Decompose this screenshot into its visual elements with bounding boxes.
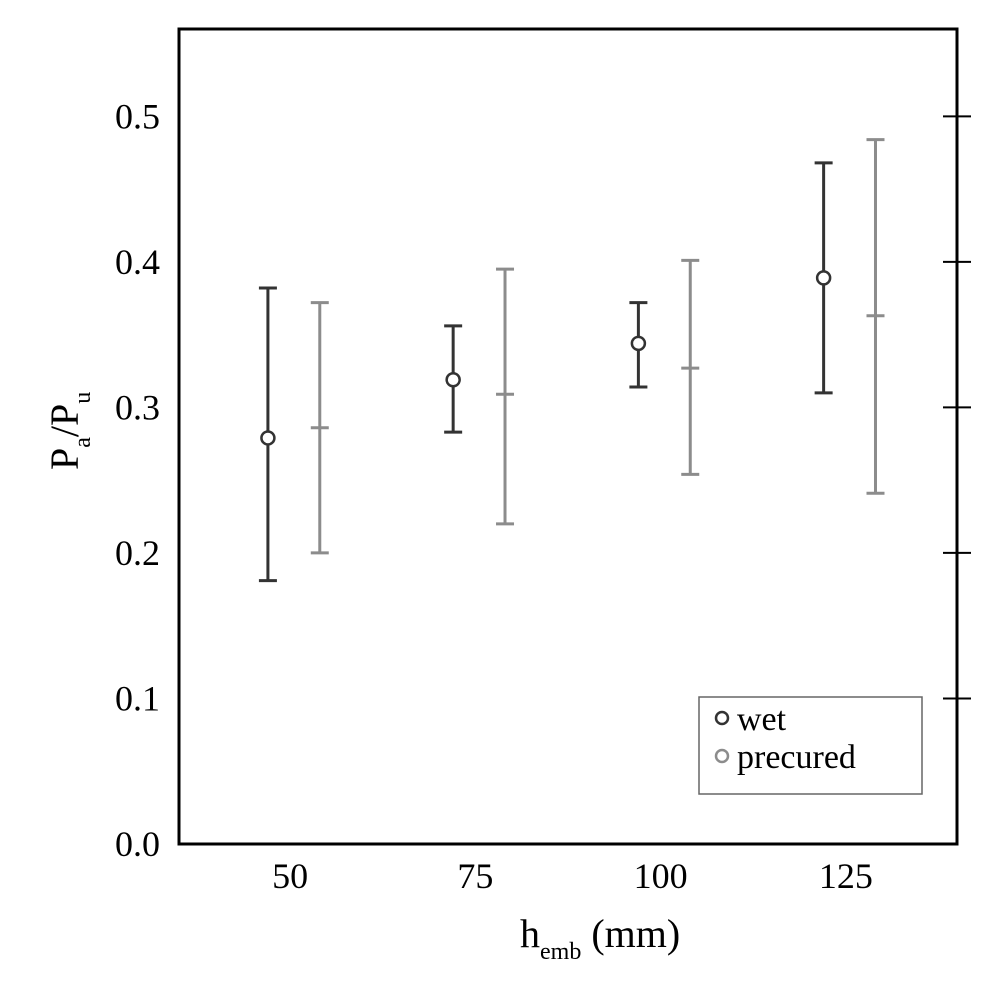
y-axis-label-slash-p: /P: [42, 404, 87, 437]
legend-label-wet: wet: [737, 701, 787, 738]
data-point-wet: [815, 270, 832, 286]
x-tick-label: 100: [634, 856, 688, 896]
y-axis-ticks: 0.0 0.1 0.2 0.3 0.4 0.5: [115, 96, 971, 864]
y-axis-label-sub-u: u: [70, 392, 96, 404]
plot-frame: [177, 27, 959, 846]
data-series: [258, 138, 885, 583]
x-axis-label-sub: emb: [540, 939, 581, 965]
y-tick-label: 0.5: [115, 96, 160, 136]
series-wet: [258, 161, 833, 583]
data-point-wet: [260, 430, 276, 446]
x-axis-label-main: h: [520, 911, 540, 956]
x-axis-label-tail: (mm): [581, 911, 680, 956]
y-axis-label-p: P: [42, 448, 87, 470]
y-tick-label: 0.1: [115, 678, 160, 718]
legend-label-precured: precured: [737, 739, 856, 776]
legend-box: [698, 696, 923, 795]
y-axis-label: Pa/Pu: [42, 392, 96, 470]
y-tick-label: 0.2: [115, 533, 160, 573]
legend-marker-wet: [714, 710, 730, 726]
series-precured: [310, 138, 885, 555]
data-point-wet: [445, 371, 461, 388]
y-axis-label-sub-a: a: [70, 437, 96, 448]
y-tick-label: 0.0: [115, 824, 160, 864]
x-tick-label: 75: [457, 856, 493, 896]
x-axis-label: hemb (mm): [520, 911, 680, 965]
y-tick-label: 0.4: [115, 242, 160, 282]
y-tick-label: 0.3: [115, 387, 160, 427]
x-tick-label: 125: [819, 856, 873, 896]
legend: wet precured: [698, 696, 923, 795]
data-point-wet: [630, 335, 647, 352]
x-tick-label: 50: [272, 856, 308, 896]
legend-marker-precured: [714, 748, 730, 764]
x-axis-ticks: 50 75 100 125: [272, 856, 873, 896]
